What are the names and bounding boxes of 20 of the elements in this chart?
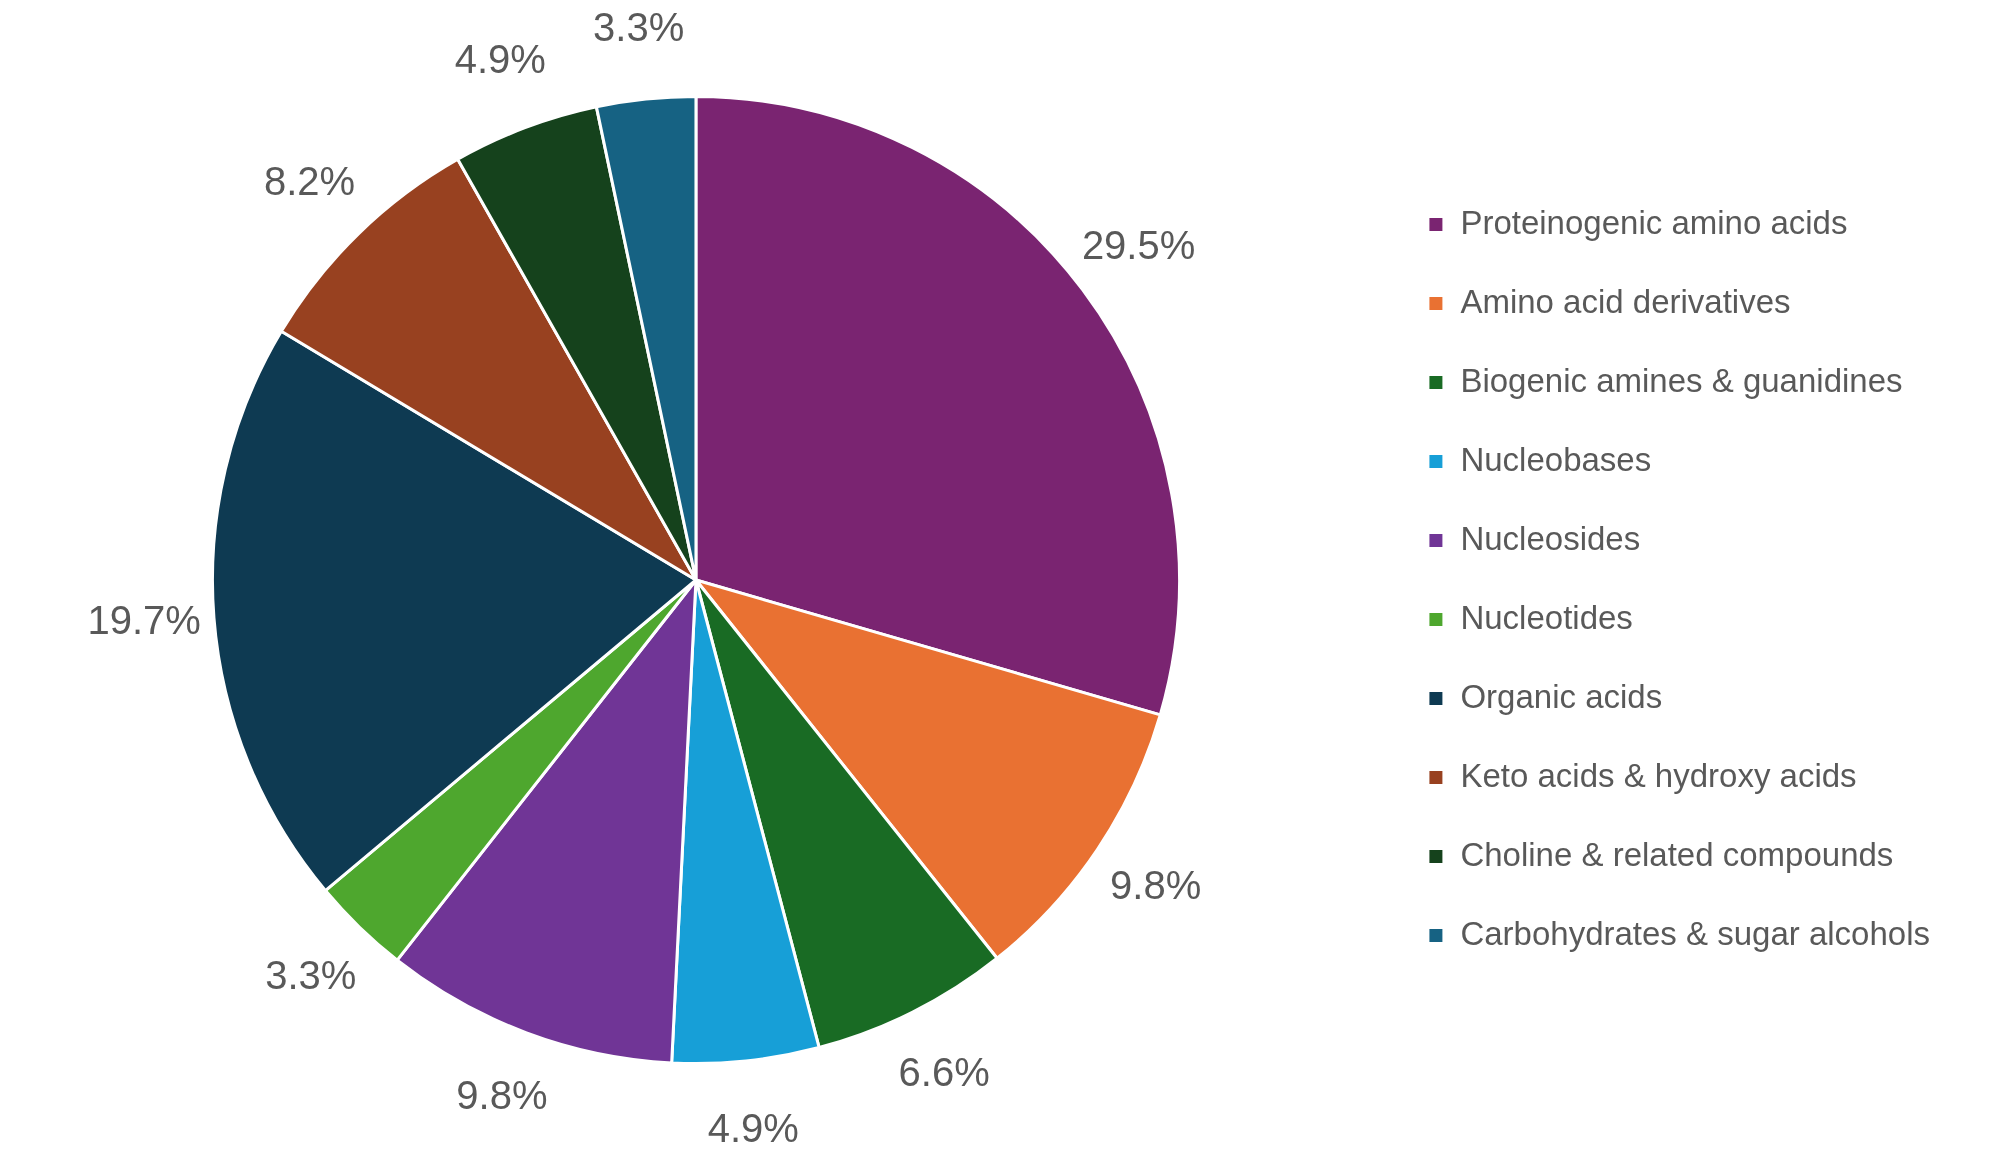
legend-label: Choline & related compounds — [1460, 835, 1894, 873]
data-label: 6.6% — [898, 1049, 990, 1094]
data-label: 4.9% — [707, 1105, 799, 1150]
legend-label: Nucleobases — [1460, 440, 1652, 478]
data-label: 3.3% — [593, 4, 685, 49]
data-label: 9.8% — [1110, 863, 1202, 908]
legend-label: Nucleotides — [1460, 598, 1633, 636]
legend-label: Organic acids — [1460, 677, 1663, 715]
data-label: 3.3% — [265, 952, 357, 997]
legend-label: Carbohydrates & sugar alcohols — [1460, 914, 1930, 952]
legend-label: Biogenic amines & guanidines — [1460, 361, 1903, 399]
data-label: 9.8% — [456, 1073, 548, 1118]
legend-label: Amino acid derivatives — [1460, 282, 1791, 320]
data-label: 8.2% — [263, 158, 356, 203]
data-label: 29.5% — [1081, 222, 1196, 267]
legend-label: Nucleosides — [1460, 519, 1641, 557]
legend-label: Keto acids & hydroxy acids — [1460, 756, 1857, 794]
legend-label: Proteinogenic amino acids — [1460, 203, 1848, 241]
data-label: 4.9% — [454, 37, 546, 82]
data-label: 19.7% — [87, 598, 201, 643]
